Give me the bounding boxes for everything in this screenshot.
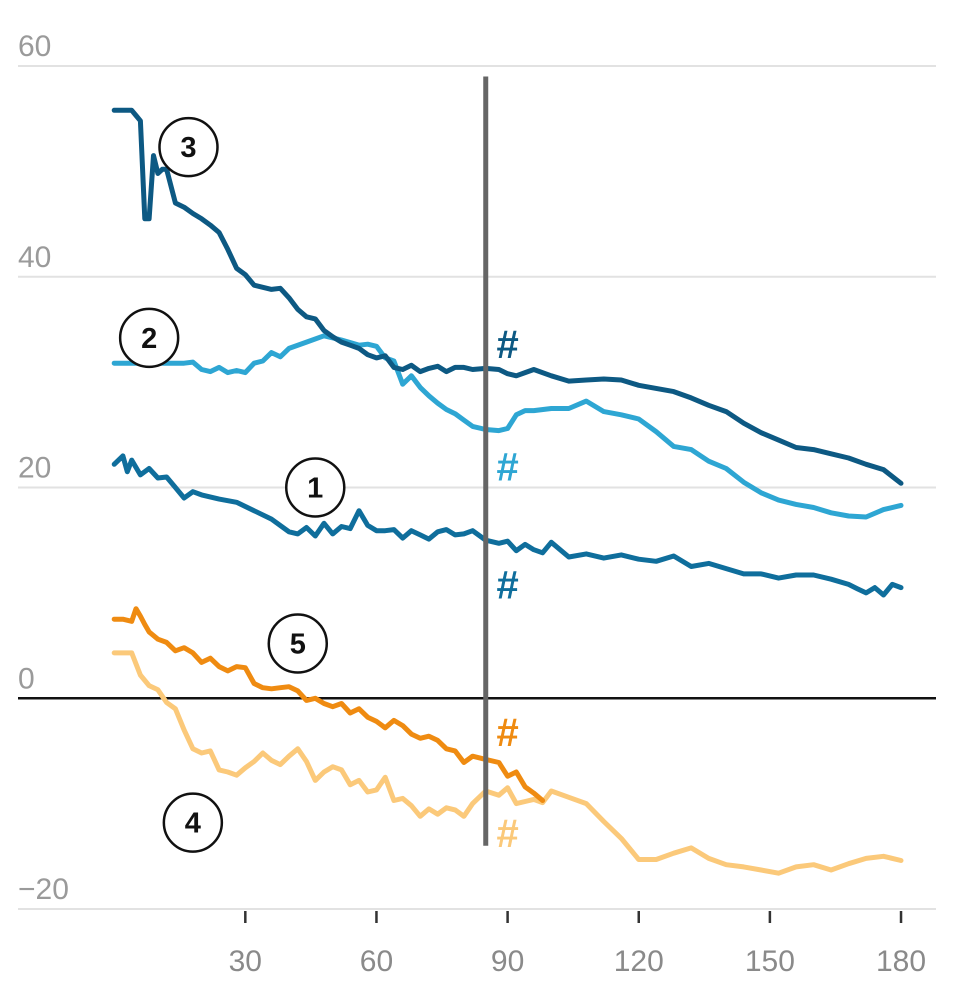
series-line-2 <box>111 333 904 520</box>
x-axis: 30 60 90 120 150 180 <box>229 911 926 978</box>
series-marker-3: 3 <box>158 116 219 178</box>
series-marker-number: 5 <box>290 628 306 660</box>
hash-label-series-3: # <box>496 323 518 367</box>
series-line-3 <box>111 107 904 486</box>
x-tick-label: 150 <box>745 945 795 978</box>
x-tick-label: 60 <box>360 945 393 978</box>
hash-label-series-2: # <box>496 445 518 489</box>
x-tick-label: 180 <box>876 945 926 978</box>
series-marker-number: 1 <box>307 473 323 505</box>
series-marker-5: 5 <box>267 613 329 674</box>
series-marker-number: 3 <box>180 132 196 164</box>
series-line-4 <box>111 650 904 876</box>
series-marker-4: 4 <box>162 792 224 853</box>
series-marker-number: 2 <box>141 323 157 355</box>
x-tick-label: 90 <box>491 945 524 978</box>
series-line-5 <box>111 606 546 803</box>
y-axis-tick-labels: −20 0 20 40 60 <box>18 30 69 906</box>
hash-label-series-1: # <box>496 563 518 607</box>
series-marker-circle <box>267 613 329 674</box>
annotations: 1 2 3 4 5 # # # # # <box>118 116 519 856</box>
series-lines <box>111 107 904 876</box>
y-tick-label: 0 <box>18 662 35 695</box>
y-tick-label: 20 <box>18 452 51 485</box>
series-line-1 <box>111 453 904 598</box>
series-marker-2: 2 <box>118 307 180 369</box>
x-tick-label: 30 <box>229 945 262 978</box>
gridlines <box>18 65 936 910</box>
x-tick-label: 120 <box>614 945 664 978</box>
hash-label-series-4: # <box>496 812 518 856</box>
y-tick-label: 60 <box>18 30 51 63</box>
series-marker-number: 4 <box>185 808 201 840</box>
series-marker-circle <box>118 307 180 369</box>
series-marker-circle <box>162 792 224 853</box>
y-tick-label: 40 <box>18 241 51 274</box>
series-marker-circle <box>158 116 219 178</box>
hash-label-series-5: # <box>496 711 518 755</box>
series-marker-1: 1 <box>285 457 346 518</box>
series-marker-circle <box>285 457 346 518</box>
y-tick-label: −20 <box>18 873 69 906</box>
